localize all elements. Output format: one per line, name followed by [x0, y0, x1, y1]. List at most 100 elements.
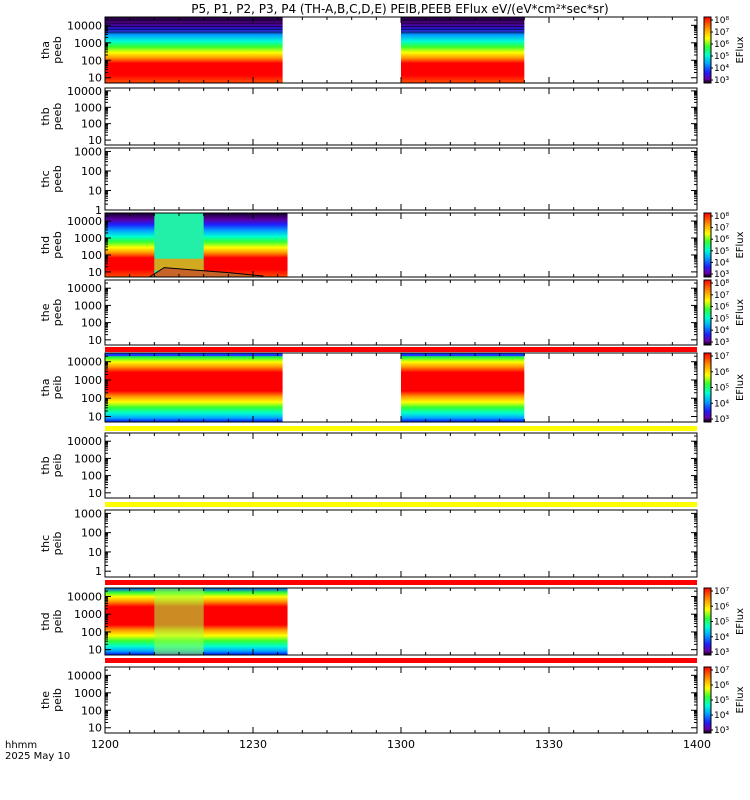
- y-tick-label: 100: [81, 470, 102, 483]
- colorbar-label: EFlux: [735, 686, 746, 713]
- colorbar-tick: 10³: [714, 648, 729, 658]
- x-axis-ticks: [104, 353, 698, 422]
- x-axis-ticks: [104, 433, 698, 498]
- y-tick-label: 10: [88, 72, 102, 85]
- x-axis-ticks: [104, 510, 698, 577]
- spectrogram-block: [401, 353, 525, 422]
- probe-label: thb: [39, 107, 52, 125]
- low-energy-band: [401, 80, 525, 83]
- probe-label: tha: [39, 378, 52, 396]
- panel-thc-peeb: 1 10 100 1000 thc peeb: [39, 145, 698, 217]
- colorbar-tick: 10⁷: [714, 224, 729, 234]
- panel-thc-peib: 1 10 100 1000 thc peib: [39, 507, 698, 578]
- y-tick-label: 10: [88, 487, 102, 500]
- colorbar: 10³ 10⁴ 10⁵ 10⁶ 10⁷ EFlux: [703, 587, 746, 658]
- colorbar-tick: 10⁷: [714, 352, 729, 362]
- x-tick-label: 1200: [91, 738, 119, 751]
- product-label: peib: [51, 454, 64, 478]
- y-axis: 10 100 1000 10000: [67, 666, 697, 735]
- top-band: [401, 353, 525, 356]
- x-tick-label: 1400: [683, 738, 711, 751]
- y-tick-label: 1000: [74, 145, 102, 158]
- product-label: peeb: [51, 231, 64, 259]
- y-tick-label: 10: [88, 334, 102, 347]
- y-axis: 10 100 1000 10000: [67, 352, 697, 424]
- colorbar-tick: 10⁴: [714, 258, 729, 268]
- x-axis-labels: 1200 1230 1300 1330 1400: [91, 738, 711, 751]
- y-tick-label: 10: [88, 134, 102, 147]
- x-axis-ticks: [104, 88, 698, 145]
- low-energy-band: [105, 80, 283, 83]
- top-band: [105, 353, 283, 356]
- y-axis: 10 100 1000 10000: [67, 16, 697, 85]
- y-tick-label: 1000: [74, 687, 102, 700]
- colorbar-tick: 10⁶: [714, 368, 729, 378]
- y-axis: 10 100 1000 10000: [67, 587, 697, 657]
- y-tick-label: 100: [81, 704, 102, 717]
- colorbar-tick: 10³: [714, 338, 729, 348]
- time-axis-label: hhmm: [5, 740, 37, 751]
- y-tick-label: 10: [88, 644, 102, 657]
- colorbar-tick: 10⁴: [714, 64, 729, 74]
- panel-tha-peib: 10 100 1000 10000 tha peib 10³ 10⁴ 10⁵ 10⁶ 10⁷ EFlu…: [39, 352, 746, 425]
- colorbar-tick: 10⁷: [714, 291, 729, 301]
- y-tick-label: 10: [88, 184, 102, 197]
- colorbar-tick: 10³: [714, 76, 729, 86]
- product-label: peib: [51, 532, 64, 556]
- product-label: peeb: [51, 36, 64, 64]
- colorbar-tick: 10⁸: [714, 279, 729, 289]
- x-tick-label: 1330: [535, 738, 563, 751]
- figure-title: P5, P1, P2, P3, P4 (TH-A,B,C,D,E) PEIB,P…: [191, 2, 608, 16]
- x-axis-ticks: [104, 148, 698, 210]
- quality-flag-bar: [105, 658, 697, 663]
- y-axis: 1 10 100 1000: [74, 507, 697, 578]
- colorbar-label: EFlux: [735, 299, 746, 326]
- y-tick-label: 1: [95, 204, 102, 217]
- y-tick-label: 100: [81, 165, 102, 178]
- x-axis-ticks: [104, 213, 698, 277]
- y-tick-label: 10: [88, 266, 102, 279]
- y-tick-label: 10000: [67, 356, 102, 369]
- quality-flag-bar: [105, 426, 697, 431]
- panel-thb-peeb: 10 100 1000 10000 thb peeb: [39, 85, 698, 147]
- panel-thb-peib: 10 100 1000 10000 thb peib: [39, 432, 698, 500]
- y-tick-label: 1000: [74, 299, 102, 312]
- colorbar-tick: 10⁴: [714, 399, 729, 409]
- probe-label: thd: [39, 612, 52, 630]
- probe-label: the: [39, 691, 52, 709]
- colorbar-tick: 10⁴: [714, 326, 729, 336]
- colorbar-tick: 10⁵: [714, 247, 729, 257]
- y-tick-label: 10000: [67, 590, 102, 603]
- y-tick-label: 100: [81, 118, 102, 131]
- y-tick-label: 10000: [67, 19, 102, 32]
- y-axis: 10 100 1000 10000: [67, 212, 697, 279]
- date-label: 2025 May 10: [5, 751, 70, 762]
- colorbar-tick: 10⁴: [714, 711, 729, 721]
- colorbar-label: EFlux: [735, 608, 746, 635]
- colorbar-tick: 10⁸: [714, 212, 729, 222]
- x-axis-ticks: [104, 588, 698, 655]
- panel-thd-peib: 10 100 1000 10000 thd peib 10³ 10⁴ 10⁵ 10⁶ 10⁷ EFlu…: [39, 587, 746, 658]
- x-axis-ticks: [104, 17, 698, 83]
- colorbar-tick: 10⁶: [714, 303, 729, 313]
- plot-frame: [104, 666, 698, 734]
- y-tick-label: 1000: [74, 507, 102, 520]
- colorbar-tick: 10⁸: [714, 16, 729, 26]
- colorbar-tick: 10⁵: [714, 314, 729, 324]
- colorbar-label: EFlux: [735, 36, 746, 63]
- probe-label: thb: [39, 456, 52, 474]
- product-label: peib: [51, 688, 64, 712]
- colorbar-label: EFlux: [735, 231, 746, 258]
- low-flux-region: [154, 588, 204, 655]
- colorbar-tick: 10³: [714, 270, 729, 280]
- y-tick-label: 10000: [67, 282, 102, 295]
- y-axis: 10 100 1000 10000: [67, 85, 697, 147]
- y-tick-label: 1000: [74, 608, 102, 621]
- y-tick-label: 1000: [74, 232, 102, 245]
- y-tick-label: 10000: [67, 85, 102, 98]
- colorbar-tick: 10⁵: [714, 696, 729, 706]
